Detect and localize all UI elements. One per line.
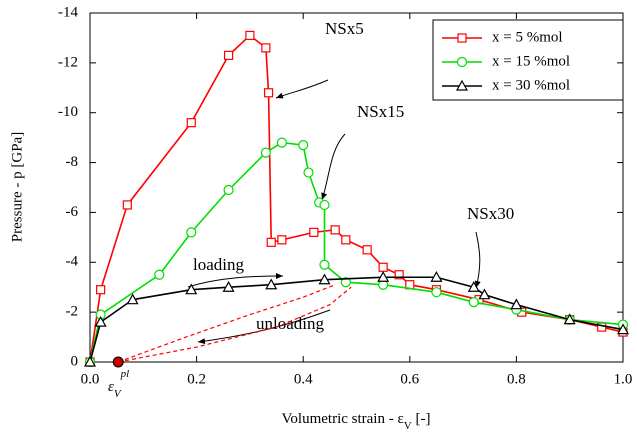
strain-base: ε (108, 379, 114, 395)
annotation: NSx15 (357, 102, 404, 121)
marker (377, 271, 390, 282)
marker (122, 200, 132, 210)
marker (276, 137, 287, 148)
annotation: NSx5 (325, 19, 364, 38)
legend-label: x = 30 %mol (492, 77, 570, 93)
annotation-arrow (321, 133, 346, 201)
unloading-curve (118, 286, 352, 363)
marker (510, 298, 523, 310)
marker (457, 33, 467, 43)
marker (223, 50, 234, 60)
marker (303, 167, 314, 178)
marker (94, 315, 107, 327)
x-tick-label: 0.0 (81, 371, 100, 387)
marker (261, 43, 271, 53)
marker (260, 147, 271, 158)
annotation-arrow (275, 79, 329, 99)
marker (362, 245, 372, 255)
marker (154, 269, 165, 280)
plastic-strain-point (112, 356, 124, 368)
marker (468, 297, 479, 308)
marker (263, 88, 274, 98)
x-axis-label: Volumetric strain - εV [-] (282, 411, 431, 431)
strain-sub: V (114, 388, 122, 400)
marker (319, 259, 330, 270)
y-tick-label: -12 (58, 54, 78, 70)
y-tick-label: -8 (66, 154, 79, 170)
marker (341, 235, 351, 245)
marker (340, 277, 351, 288)
marker (186, 118, 196, 128)
marker (265, 278, 278, 290)
marker (186, 227, 197, 238)
x-tick-label: 0.2 (187, 371, 206, 387)
series-line (89, 276, 624, 363)
x-tick-label: 0.8 (507, 371, 526, 387)
x-tick-label: 0.6 (400, 371, 419, 387)
marker (298, 140, 309, 151)
marker (126, 293, 139, 305)
x-label-text: Volumetric strain - ε (282, 411, 404, 427)
marker (467, 280, 480, 292)
strain-sup: pl (120, 368, 130, 380)
marker (394, 270, 404, 280)
marker (277, 235, 287, 245)
marker (456, 56, 468, 68)
marker (563, 313, 576, 325)
marker (309, 227, 319, 237)
legend-label: x = 15 %mol (492, 53, 570, 69)
annotation-arrow (474, 231, 481, 289)
marker (185, 283, 198, 295)
strain-label: εVpl (108, 368, 129, 400)
series-line (89, 141, 624, 363)
marker (330, 225, 340, 235)
x-label-end: [-] (412, 411, 431, 427)
marker (266, 237, 276, 247)
y-tick-label: 0 (71, 353, 79, 369)
y-tick-label: -14 (58, 4, 78, 20)
marker (83, 355, 97, 367)
marker (378, 262, 388, 272)
marker (455, 79, 469, 91)
marker (223, 184, 234, 196)
marker (318, 273, 331, 285)
marker (319, 199, 330, 211)
legend-label: x = 5 %mol (492, 29, 563, 45)
y-axis-label: Pressure - p [GPa] (9, 132, 25, 242)
marker (222, 280, 235, 292)
marker (430, 271, 443, 282)
marker (96, 285, 106, 295)
y-tick-label: -6 (66, 204, 79, 220)
y-tick-label: -10 (58, 104, 78, 120)
marker (245, 30, 255, 41)
annotation-arrow (197, 309, 331, 345)
annotation-arrow (187, 273, 284, 288)
y-tick-label: -4 (66, 254, 79, 270)
annotation: loading (193, 255, 244, 274)
marker (478, 288, 491, 300)
x-tick-label: 0.4 (294, 371, 313, 387)
marker (616, 323, 630, 335)
annotation: NSx30 (467, 204, 514, 223)
marker (431, 287, 442, 298)
y-tick-label: -2 (66, 304, 79, 320)
x-tick-label: 1.0 (614, 371, 633, 387)
plot-frame (89, 12, 624, 363)
x-label-sub: V (404, 420, 412, 432)
